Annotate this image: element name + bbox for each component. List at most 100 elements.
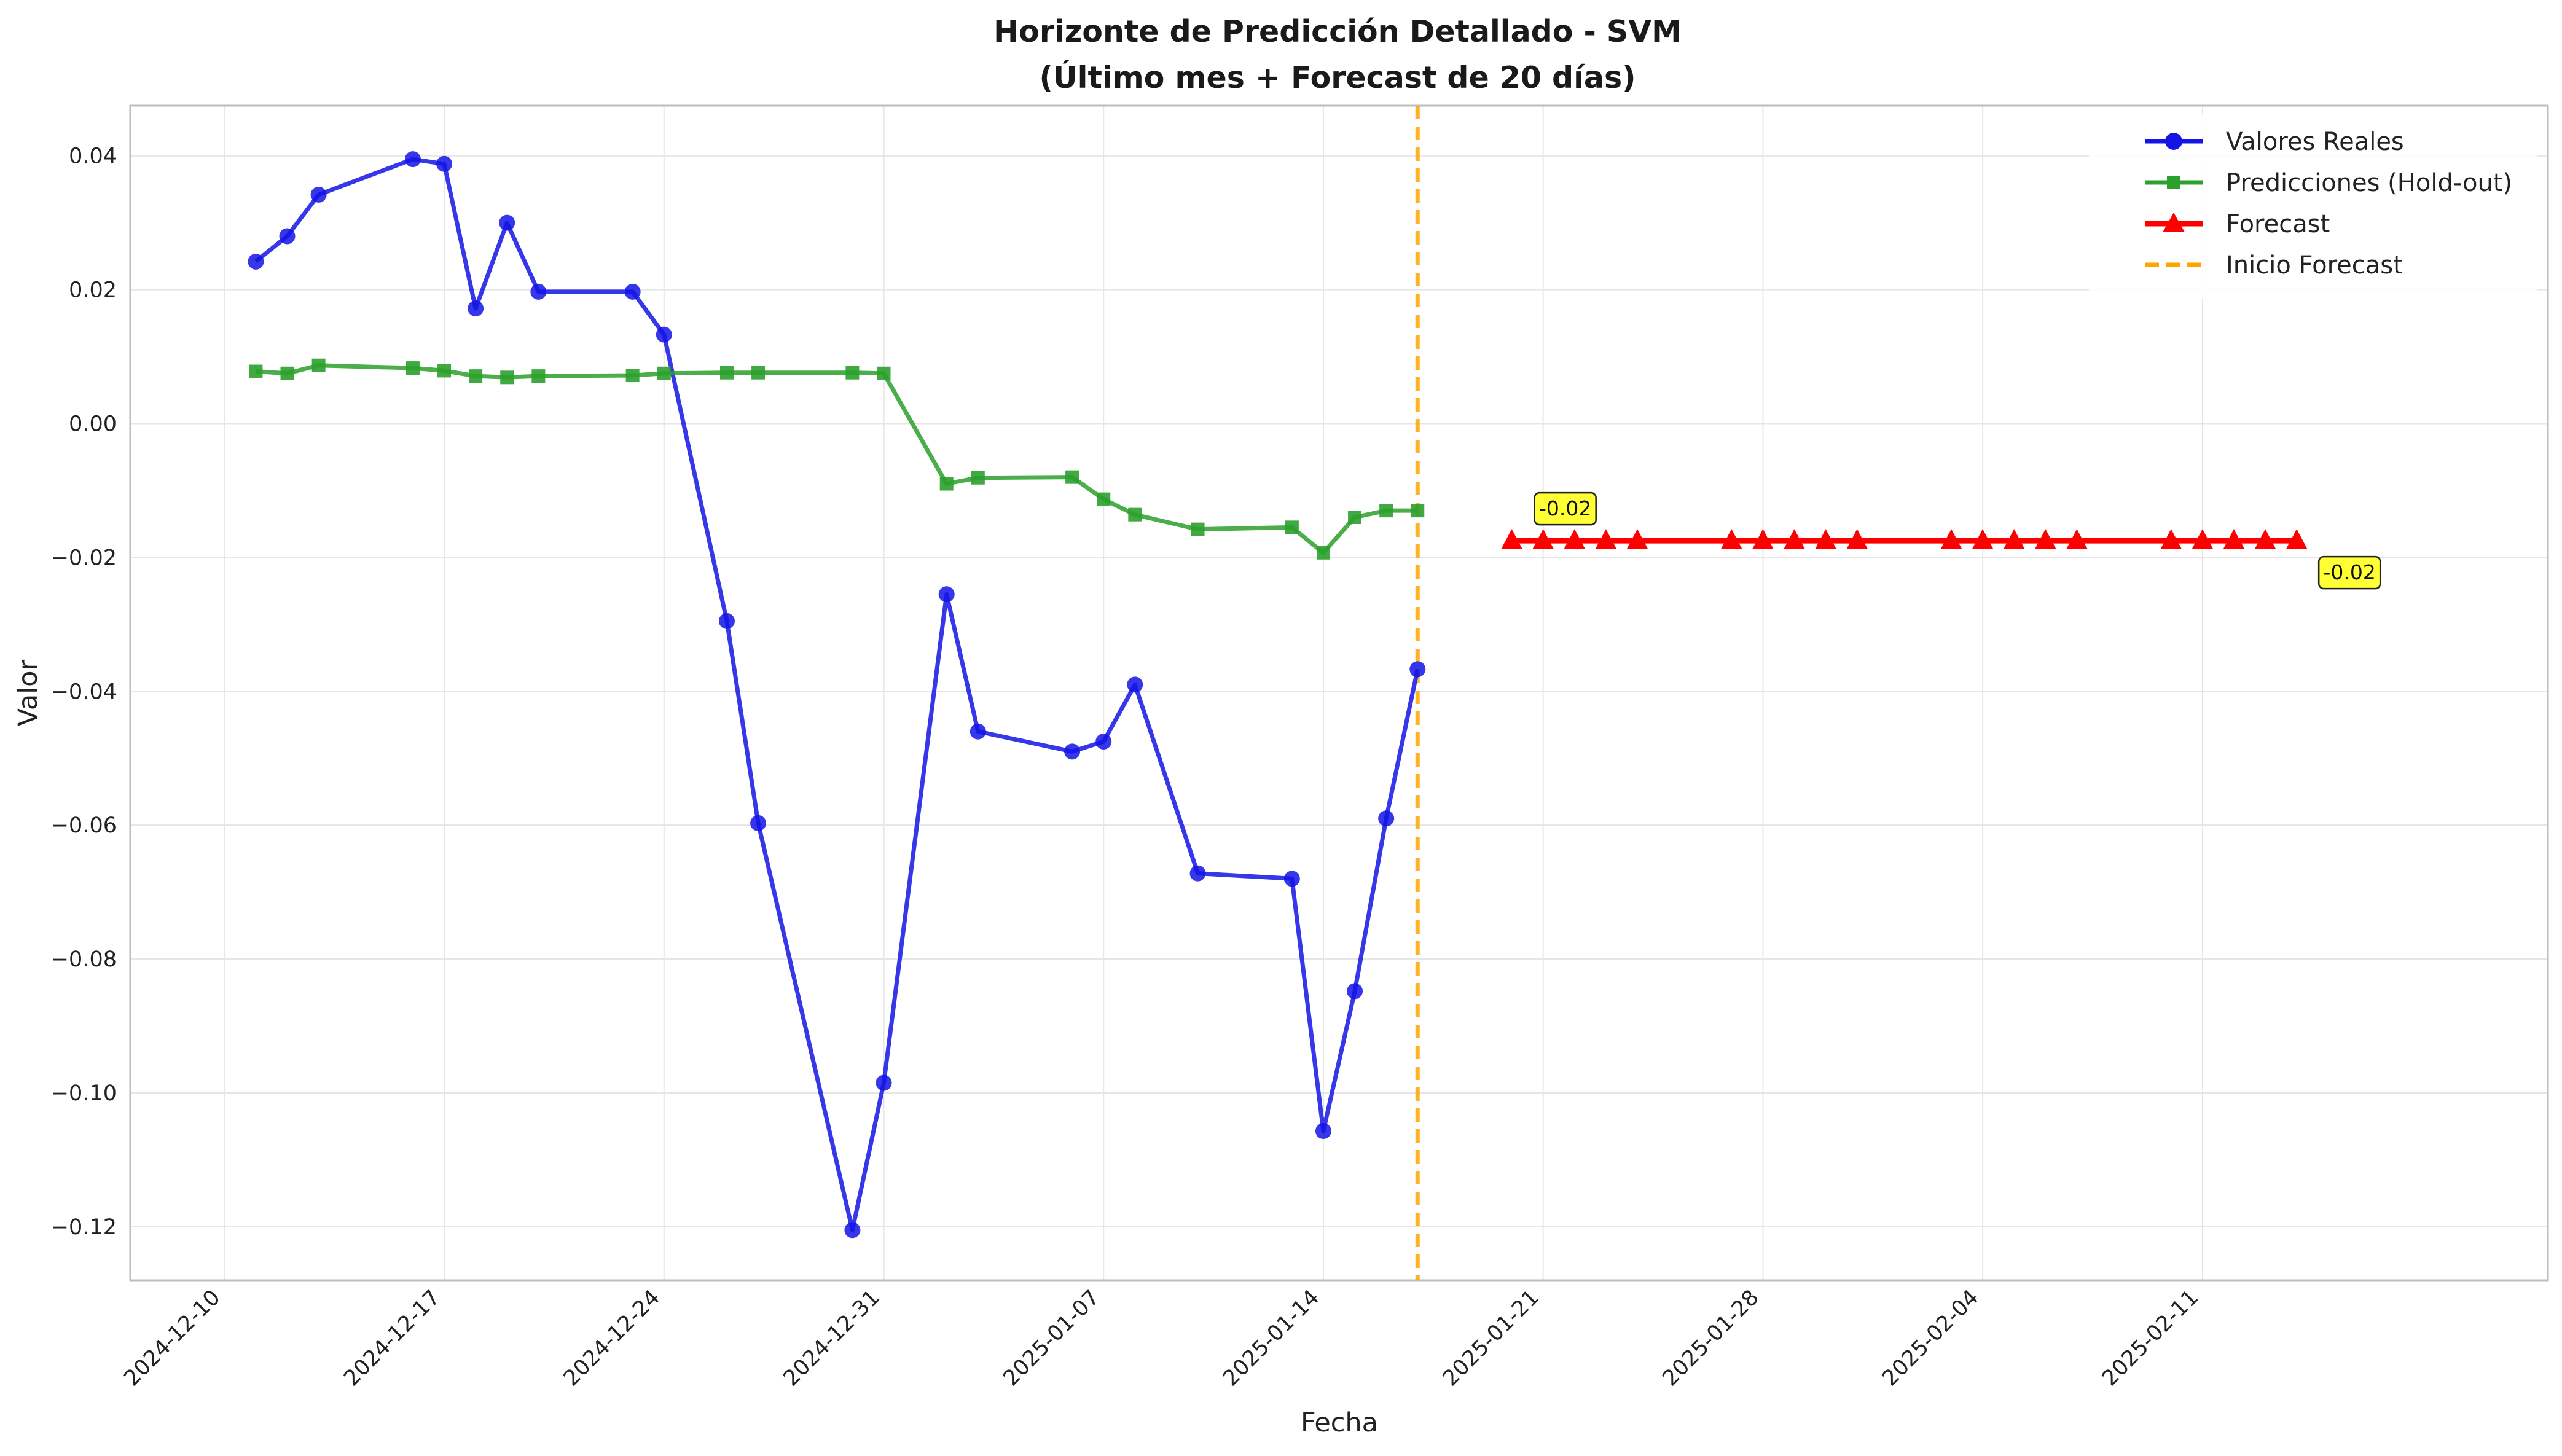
data-point [1065,470,1079,484]
y-axis-label: Valor [13,660,44,727]
annotations: -0.02 -0.02 [1534,491,2381,590]
legend-background [2089,114,2537,298]
data-point [1064,743,1081,760]
data-point [1378,810,1395,827]
data-point [751,366,766,380]
y-tick-label: −0.12 [51,1215,117,1240]
data-point [248,253,264,270]
y-tick-label: −0.10 [51,1081,117,1106]
data-point [971,471,985,485]
data-point [1285,520,1299,534]
data-point [530,283,547,300]
data-point [1941,529,1962,549]
data-point [1784,529,1805,549]
data-point [1127,676,1143,693]
data-point [1347,983,1363,1000]
plot-frame [129,104,2549,1282]
data-point [1846,529,1868,549]
data-point [657,366,671,380]
data-point [876,1074,892,1091]
data-point [1348,511,1362,525]
data-point [2160,529,2182,549]
data-point [1379,504,1393,518]
data-point [970,723,986,740]
data-point [468,300,484,317]
data-point [1409,661,1426,678]
grid [130,106,2548,1280]
y-tick-label: 0.02 [69,278,117,303]
annotation-box [2317,555,2381,590]
data-point [311,358,326,372]
data-point [310,186,327,203]
data-point [404,151,421,168]
y-tick-label: −0.06 [51,813,117,838]
data-point [1501,529,1522,549]
data-point [531,369,546,383]
series-valores-reales [248,151,1426,1239]
data-point [2255,529,2276,549]
data-point [1189,865,1206,882]
data-point [624,283,641,300]
data-point [1532,529,1554,549]
data-point [437,364,452,378]
y-tick-label: 0.00 [69,412,117,436]
chart-subtitle: (Último mes + Forecast de 20 días) [1039,59,1636,95]
data-point [2286,529,2308,549]
data-point [719,366,734,380]
series-forecast [1501,529,2308,549]
annotation-box [1534,491,1597,526]
data-point [2223,529,2244,549]
y-tick-label: −0.08 [51,947,117,972]
data-point [279,228,296,245]
data-point [1815,529,1836,549]
data-point [2004,529,2025,549]
annotation-label: -0.02 [2323,560,2375,584]
legend-label-predicciones: Predicciones (Hold-out) [2226,169,2512,197]
annotation-label: -0.02 [1539,496,1591,520]
y-tick-label: −0.02 [51,546,117,570]
y-tick-label: −0.04 [51,679,117,704]
data-point [1626,529,1648,549]
data-point [2192,529,2213,549]
legend-label-forecast: Forecast [2226,210,2330,238]
data-point [280,366,294,380]
data-point [750,815,767,831]
legend: Valores Reales Predicciones (Hold-out) F… [2089,114,2537,298]
data-point [1972,529,1994,549]
data-point [1283,871,1300,887]
data-point [2035,529,2056,549]
data-point [499,214,515,231]
data-point [1191,522,1205,536]
data-point [845,366,860,380]
data-point [625,369,640,383]
data-point [718,613,735,629]
series-layer [248,106,2308,1280]
data-point [436,155,453,172]
data-point [656,326,672,343]
y-tick-label: 0.04 [69,144,117,169]
data-point [1564,529,1585,549]
data-point [1316,546,1330,560]
data-point [2066,529,2088,549]
data-point [1128,507,1142,522]
series-predicciones-hold-out [249,358,1425,560]
data-point [1097,492,1111,506]
y-axis: 0.04 0.02 0.00 −0.02 −0.04 −0.06 −0.08 −0.10 −0.… [51,144,117,1240]
data-point [249,364,263,378]
data-point [1752,529,1774,549]
data-point [939,477,954,491]
data-point [1595,529,1616,549]
legend-marker-forecast [2163,213,2185,232]
legend-marker-valores-reales [2165,133,2182,150]
legend-label-inicio-forecast: Inicio Forecast [2226,251,2403,280]
data-point [877,366,891,380]
data-point [1411,504,1425,518]
data-point [1095,733,1112,750]
chart-title: Horizonte de Predicción Detallado - SVM [993,14,1682,49]
data-point [938,586,955,603]
data-point [405,361,420,375]
legend-label-valores-reales: Valores Reales [2226,128,2404,156]
x-axis-label: Fecha [1301,1407,1378,1438]
legend-marker-predicciones [2167,176,2180,189]
